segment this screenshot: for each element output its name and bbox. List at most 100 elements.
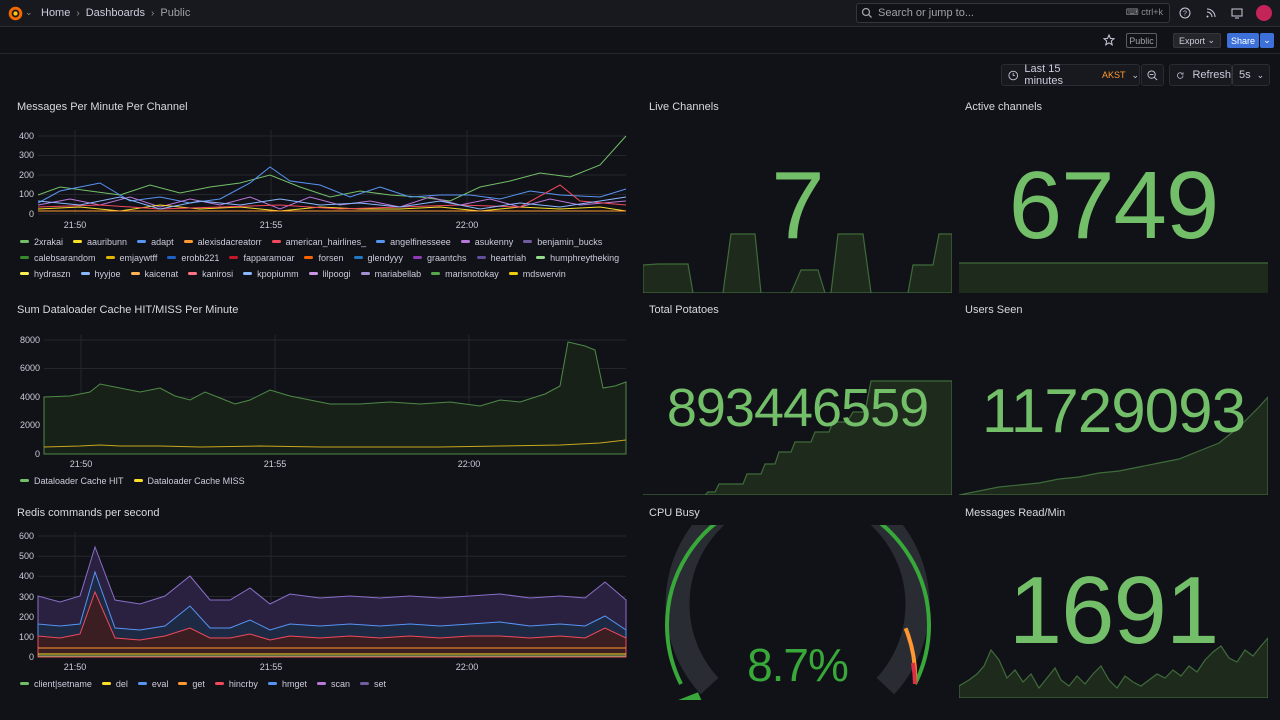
- legend-swatch: [476, 256, 486, 259]
- messages-timeseries-chart[interactable]: 400 300 200 100 0 21:50 21:55 22:00: [0, 125, 640, 230]
- legend-item[interactable]: fapparamoar: [229, 251, 294, 264]
- legend-item[interactable]: hyyjoe: [80, 267, 121, 280]
- legend-swatch: [137, 682, 147, 685]
- clock-icon: [1008, 70, 1018, 80]
- legend-item[interactable]: american_hairlines_: [271, 235, 366, 248]
- legend-label: hyyjoe: [94, 268, 121, 279]
- y-tick: 0: [35, 449, 40, 459]
- legend-label: mariabellab: [374, 268, 422, 279]
- redis-timeseries-chart[interactable]: 600 500 400 300 200 100 0 21:50 21:55 22…: [0, 530, 640, 675]
- legend-item[interactable]: erobb221: [167, 251, 219, 264]
- legend-item[interactable]: eval: [137, 677, 169, 690]
- user-avatar[interactable]: [1256, 5, 1272, 21]
- zoom-out-button[interactable]: [1141, 64, 1164, 86]
- legend-label: 2xrakai: [34, 236, 64, 247]
- active-channels-value: 6749: [1008, 152, 1220, 259]
- chevron-right-icon: ›: [151, 7, 155, 19]
- legend-swatch: [130, 272, 140, 275]
- x-tick: 21:55: [260, 662, 283, 672]
- x-tick: 22:00: [456, 220, 479, 230]
- panel-title-cache[interactable]: Sum Dataloader Cache HIT/MISS Per Minute: [17, 304, 239, 316]
- breadcrumb-dashboards[interactable]: Dashboards: [85, 7, 146, 19]
- legend-item[interactable]: Dataloader Cache HIT: [20, 474, 124, 487]
- y-tick: 400: [19, 131, 34, 141]
- legend-swatch: [20, 256, 29, 259]
- share-button[interactable]: Share: [1227, 33, 1259, 48]
- legend-label: eval: [151, 678, 169, 689]
- kiosk-monitor-icon[interactable]: [1231, 7, 1243, 19]
- legend-swatch: [431, 272, 441, 275]
- legend-item[interactable]: del: [101, 677, 128, 690]
- legend-swatch: [105, 256, 115, 259]
- legend-item[interactable]: benjamin_bucks: [523, 235, 602, 248]
- legend-item[interactable]: asukenny: [460, 235, 513, 248]
- legend-item[interactable]: graantchs: [413, 251, 467, 264]
- x-tick: 22:00: [458, 459, 481, 469]
- panel-title-live-channels[interactable]: Live Channels: [649, 101, 719, 113]
- users-seen-sparkline: [959, 396, 1268, 495]
- legend-item[interactable]: kanirosi: [188, 267, 233, 280]
- legend-item[interactable]: heartriah: [476, 251, 526, 264]
- search-input[interactable]: Search or jump to... ⌨ ctrl+k: [856, 3, 1170, 23]
- legend-item[interactable]: set: [359, 677, 386, 690]
- panel-title-messages-read[interactable]: Messages Read/Min: [965, 507, 1066, 519]
- legend-item[interactable]: lilpoogi: [308, 267, 351, 280]
- legend-item[interactable]: kaicenat: [130, 267, 178, 280]
- legend-item[interactable]: marisnotokay: [431, 267, 499, 280]
- legend-item[interactable]: get: [178, 677, 205, 690]
- legend-label: hydraszn: [34, 268, 71, 279]
- legend-swatch: [80, 272, 90, 275]
- refresh-interval-picker[interactable]: 5s ⌄: [1232, 64, 1270, 86]
- legend-item[interactable]: megajumpbot: [20, 283, 89, 287]
- chevron-down-icon: ⌄: [1256, 69, 1265, 80]
- legend-item[interactable]: calebsarandom: [20, 251, 96, 264]
- legend-item[interactable]: emjaywtff: [105, 251, 157, 264]
- legend-item[interactable]: glendyyy: [353, 251, 404, 264]
- legend-item[interactable]: mdswervin: [508, 267, 566, 280]
- panel-title-redis[interactable]: Redis commands per second: [17, 507, 160, 519]
- y-tick: 8000: [20, 335, 40, 345]
- legend-item[interactable]: aauribunn: [73, 235, 127, 248]
- help-icon[interactable]: ?: [1179, 7, 1191, 19]
- legend-item[interactable]: hmget: [267, 677, 307, 690]
- legend-item[interactable]: 2xrakai: [20, 235, 63, 248]
- legend-item[interactable]: hydraszn: [20, 267, 71, 280]
- star-icon[interactable]: [1103, 34, 1115, 46]
- panel-title-users-seen[interactable]: Users Seen: [965, 304, 1023, 316]
- rss-news-icon[interactable]: [1205, 7, 1217, 19]
- time-range-picker[interactable]: Last 15 minutes AKST ⌄: [1001, 63, 1140, 87]
- legend-item[interactable]: mariabellab: [360, 267, 422, 280]
- public-badge: Public: [1126, 33, 1157, 48]
- legend-item[interactable]: alexisdacreatorr: [183, 235, 262, 248]
- chevron-down-icon: ⌄: [1131, 69, 1139, 80]
- share-dropdown-button[interactable]: ⌄: [1260, 33, 1274, 48]
- legend-item[interactable]: scan: [316, 677, 350, 690]
- legend-item[interactable]: client|setname: [20, 677, 92, 690]
- x-tick: 21:50: [64, 220, 87, 230]
- legend-item[interactable]: adapt: [137, 235, 174, 248]
- legend-label: set: [373, 678, 386, 689]
- export-button[interactable]: Export ⌄: [1173, 33, 1221, 48]
- legend-item[interactable]: humphreytheking: [536, 251, 619, 264]
- legend-item[interactable]: forsen: [304, 251, 344, 264]
- legend-label: client|setname: [34, 678, 92, 689]
- legend-label: humphreytheking: [550, 252, 620, 263]
- panel-title-total-potatoes[interactable]: Total Potatoes: [649, 304, 719, 316]
- messages-read-value: 1691: [1008, 557, 1220, 664]
- panel-title-cpu-busy[interactable]: CPU Busy: [649, 507, 700, 519]
- legend-item[interactable]: angelfinesseee: [376, 235, 451, 248]
- breadcrumb-home[interactable]: Home: [41, 7, 71, 19]
- breadcrumb: Home › Dashboards › Public: [41, 7, 190, 19]
- legend-item[interactable]: kpopiumm: [243, 267, 299, 280]
- panel-title-active-channels[interactable]: Active channels: [965, 101, 1043, 113]
- panel-title-messages[interactable]: Messages Per Minute Per Channel: [17, 101, 188, 113]
- legend-item[interactable]: Dataloader Cache MISS: [133, 474, 245, 487]
- y-tick: 300: [19, 592, 34, 602]
- legend-item[interactable]: hincrby: [214, 677, 258, 690]
- chevron-down-icon[interactable]: ⌄: [25, 7, 33, 17]
- cache-timeseries-chart[interactable]: 8000 6000 4000 2000 0 21:50 21:55 22:00: [0, 330, 640, 470]
- refresh-button[interactable]: Refresh: [1169, 64, 1232, 86]
- y-tick: 600: [19, 531, 34, 541]
- grafana-logo-icon[interactable]: [7, 5, 24, 22]
- legend-label: glendyyy: [367, 252, 404, 263]
